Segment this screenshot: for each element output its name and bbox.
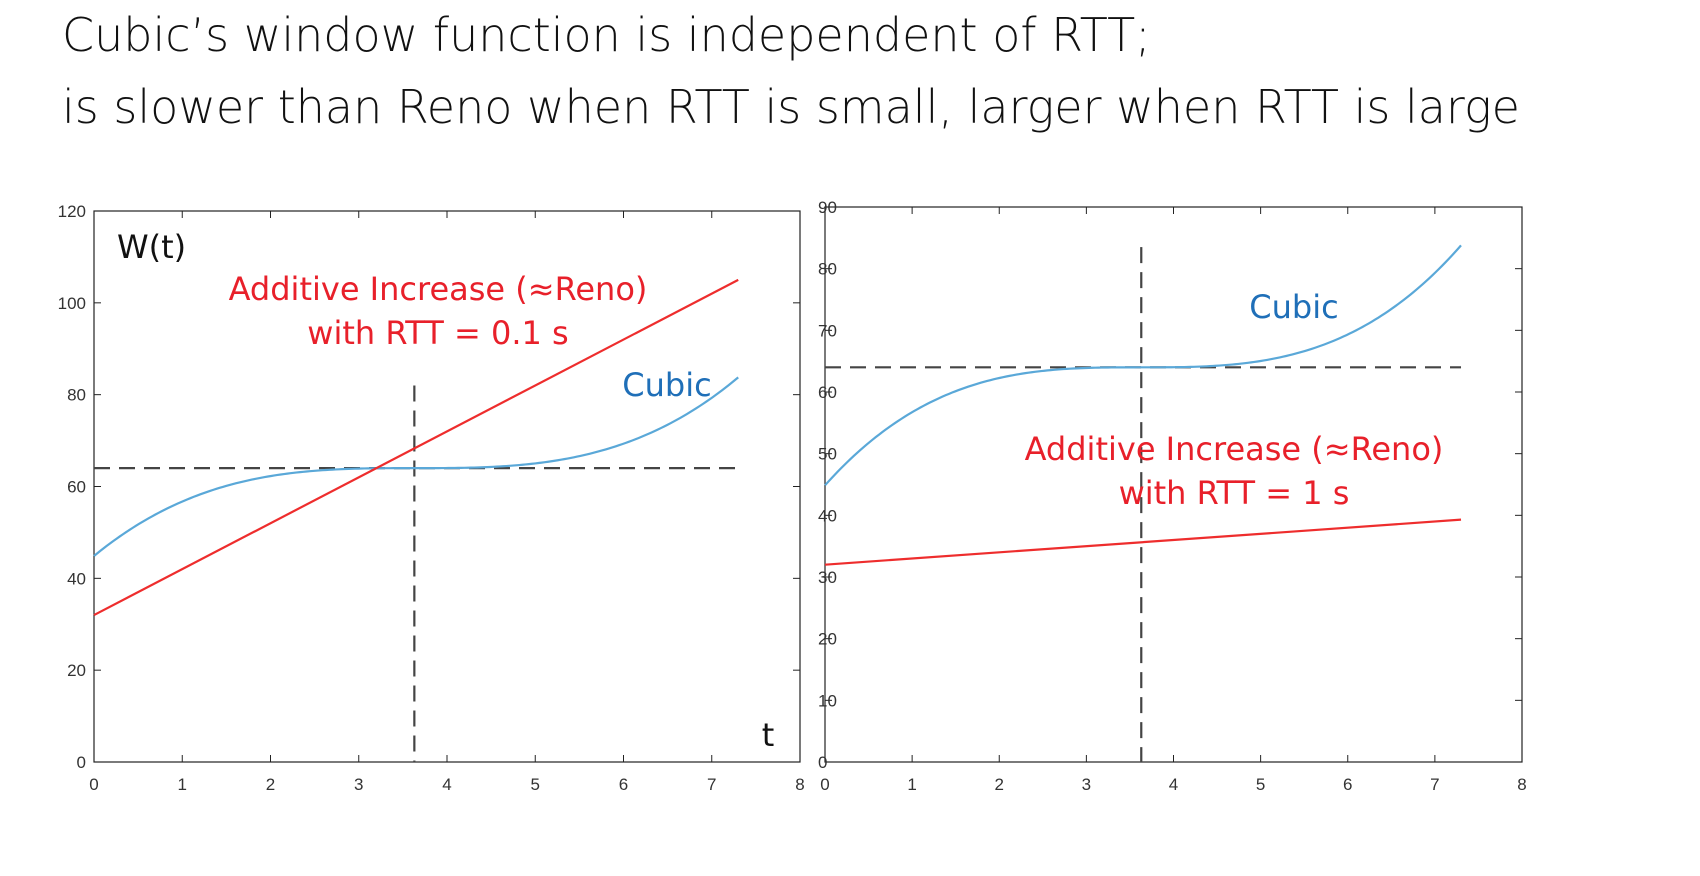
slide-title-line-2: is slower than Reno when RTT is small, l… bbox=[62, 80, 1520, 134]
right-ytick-label: 90 bbox=[818, 198, 837, 217]
right-reno-label-line1: Additive Increase (≈Reno) bbox=[1025, 430, 1444, 468]
left-ytick-label: 100 bbox=[58, 294, 86, 313]
left-reno-line bbox=[93, 278, 739, 617]
right-xtick-label: 3 bbox=[1082, 775, 1091, 794]
left-reno-label-line1: Additive Increase (≈Reno) bbox=[229, 270, 648, 308]
right-ytick-label: 80 bbox=[818, 260, 837, 279]
left-ytick-label: 40 bbox=[67, 569, 86, 588]
left-cubic-label: Cubic bbox=[622, 366, 711, 404]
right-xtick-label: 4 bbox=[1169, 775, 1178, 794]
right-ytick-label: 50 bbox=[818, 445, 837, 464]
left-ytick-label: 60 bbox=[67, 478, 86, 497]
left-ytick-label: 120 bbox=[58, 202, 86, 221]
right-xtick-label: 1 bbox=[907, 775, 916, 794]
right-xtick-label: 0 bbox=[820, 775, 829, 794]
left-xtick-label: 5 bbox=[531, 775, 540, 794]
left-ytick-label: 20 bbox=[67, 661, 86, 680]
right-ytick-label: 10 bbox=[818, 691, 837, 710]
right-ytick-label: 60 bbox=[818, 383, 837, 402]
left-xtick-label: 0 bbox=[89, 775, 98, 794]
left-xlabel-t: t bbox=[762, 716, 775, 754]
right-reno-line bbox=[824, 518, 1462, 566]
left-xtick-label: 4 bbox=[442, 775, 451, 794]
left-xtick-label: 8 bbox=[795, 775, 804, 794]
left-ytick-label: 80 bbox=[67, 386, 86, 405]
right-ytick-label: 30 bbox=[818, 568, 837, 587]
right-reno-label-line2: with RTT = 1 s bbox=[1119, 474, 1350, 512]
right-xtick-label: 7 bbox=[1430, 775, 1439, 794]
right-ytick-label: 0 bbox=[818, 753, 827, 772]
right-xtick-label: 2 bbox=[995, 775, 1004, 794]
right-xtick-label: 8 bbox=[1517, 775, 1526, 794]
left-xtick-label: 6 bbox=[619, 775, 628, 794]
left-xtick-label: 7 bbox=[707, 775, 716, 794]
left-ylabel-wt: W(t) bbox=[117, 228, 186, 266]
right-cubic-curve bbox=[824, 244, 1462, 487]
left-xtick-label: 2 bbox=[266, 775, 275, 794]
left-reno-label-line2: with RTT = 0.1 s bbox=[307, 314, 568, 352]
right-ytick-label: 40 bbox=[818, 506, 837, 525]
left-xtick-label: 3 bbox=[354, 775, 363, 794]
left-cubic-curve bbox=[93, 376, 739, 557]
right-ytick-label: 20 bbox=[818, 630, 837, 649]
left-ytick-label: 0 bbox=[77, 753, 86, 772]
right-xtick-label: 5 bbox=[1256, 775, 1265, 794]
right-ytick-label: 70 bbox=[818, 321, 837, 340]
right-xtick-label: 6 bbox=[1343, 775, 1352, 794]
slide-title-line-1: Cubic’s window function is independent o… bbox=[62, 8, 1151, 62]
left-xtick-label: 1 bbox=[178, 775, 187, 794]
right-cubic-label: Cubic bbox=[1249, 288, 1338, 326]
